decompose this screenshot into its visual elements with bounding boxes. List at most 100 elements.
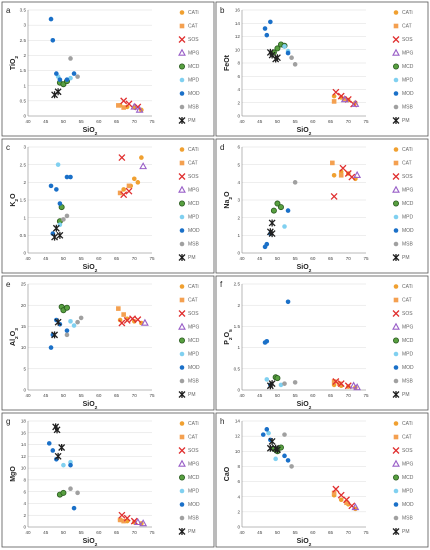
data-point (277, 204, 284, 211)
series-cat (116, 103, 126, 110)
data-point (121, 105, 126, 110)
legend-label-cati: CATi (402, 421, 413, 427)
legend-marker-cat (393, 297, 399, 303)
data-point (75, 319, 80, 325)
legend-label-mod: MOD (402, 502, 414, 508)
data-point (338, 497, 344, 503)
legend-marker-msb (179, 515, 185, 521)
y-tick-label: 0 (237, 251, 240, 256)
data-point (285, 50, 291, 56)
legend-marker-mpg (392, 322, 400, 330)
x-tick-label: 55 (293, 530, 299, 535)
series-msb (68, 56, 80, 79)
data-point (57, 77, 63, 82)
data-point (285, 458, 291, 463)
legend-marker-msb (179, 378, 185, 384)
y-axis-label: Na2O (224, 191, 234, 209)
legend-marker-mpd (179, 214, 185, 220)
legend-label-cat: CAT (402, 435, 412, 441)
legend-marker-mpd (393, 488, 399, 494)
x-tick-label: 60 (96, 530, 102, 535)
x-tick-label: 40 (25, 256, 31, 261)
data-point (289, 464, 294, 469)
y-axis-label: P2O5 (224, 329, 234, 345)
legend-label-mpd: MPD (402, 489, 414, 495)
y-tick-label: 2 (23, 180, 26, 185)
chart-panel-d: d40 45 50 55 60 65 70 750123456SiO2Na2OCATiCATS… (215, 138, 429, 274)
series-mpg (133, 517, 148, 527)
data-point (46, 441, 52, 446)
data-point (343, 496, 350, 504)
y-tick-label: 4 (237, 494, 240, 499)
legend-label-mcd: MCD (188, 201, 200, 207)
x-axis-label: SiO2 (83, 264, 98, 274)
series-pm (266, 437, 281, 454)
data-point (125, 187, 133, 195)
legend-marker-sos (392, 173, 400, 180)
panel-letter: g (6, 417, 10, 426)
legend-label-pm: PM (402, 118, 410, 124)
data-point (117, 190, 123, 196)
chart-panel-f: f 40 45 50 55 60 65 70 75 0 0.5 1 1.5 2 2.5 SiO2 P2O5 CAT… (215, 275, 429, 411)
data-point (130, 102, 139, 110)
legend-label-msb: MSB (402, 242, 414, 248)
y-tick-label: 1 (23, 215, 26, 220)
legend-label-mod: MOD (188, 91, 200, 97)
data-point (54, 88, 62, 96)
data-point (121, 312, 126, 317)
data-point (48, 345, 54, 350)
data-point (274, 375, 281, 382)
data-point (64, 77, 70, 82)
legend-marker-sos (392, 36, 400, 43)
chart-panel-c: c 40 45 50 55 60 65 70 75 0 0.5 1 1.5 2 2.5 3 SiO2 K2O CAT… (1, 138, 215, 274)
legend-label-cat: CAT (188, 161, 198, 167)
series-cat (117, 517, 126, 524)
x-tick-label: 45 (257, 119, 263, 124)
y-tick-label: 16 (21, 430, 27, 435)
y-tick-label: 0 (23, 114, 26, 119)
x-tick-label: 65 (328, 530, 334, 535)
series-cat (331, 96, 348, 104)
data-point (61, 462, 66, 468)
y-tick-label: 1 (237, 233, 240, 238)
legend-marker-mpd (393, 351, 399, 357)
y-tick-label: 4 (23, 501, 26, 506)
data-point (50, 37, 56, 43)
x-axis-label: SiO2 (297, 127, 312, 137)
series-cat (331, 379, 342, 386)
series-mpg (349, 381, 362, 391)
series-mpd (68, 319, 77, 328)
legend-marker-mpd (393, 214, 399, 220)
series-mpg (139, 162, 148, 170)
y-axis-label: TiO2 (10, 56, 20, 71)
y-tick-label: 5 (23, 366, 26, 371)
legend-label-cati: CATi (402, 284, 413, 290)
data-point (273, 456, 278, 462)
legend-marker-mcd (178, 200, 185, 207)
legend-label-mpg: MPG (402, 462, 414, 468)
panel-frame (1, 1, 215, 137)
x-tick-label: 50 (61, 256, 67, 261)
legend-label-mcd: MCD (188, 338, 200, 344)
data-point (116, 103, 121, 108)
data-point (277, 444, 284, 451)
series-pm (266, 48, 281, 63)
data-point (55, 162, 61, 167)
data-point (282, 381, 287, 386)
x-tick-label: 75 (363, 256, 369, 261)
y-tick-label: 10 (235, 47, 241, 52)
legend-label-pm: PM (402, 255, 410, 261)
y-tick-label: 0 (23, 251, 26, 256)
data-point (54, 71, 59, 76)
data-point (117, 517, 123, 523)
legend-label-mcd: MCD (188, 64, 200, 70)
panel-letter: f (220, 280, 223, 289)
y-tick-label: 2 (237, 215, 240, 220)
data-point (48, 183, 54, 189)
data-point (68, 319, 73, 324)
legend-marker-sos (178, 447, 186, 454)
y-tick-label: 2 (237, 303, 240, 308)
legend-marker-mcd (392, 337, 399, 344)
legend-label-msb: MSB (402, 379, 414, 385)
chart-panel-h: h40 45 50 55 60 65 70 7502468101214SiO2CaOCATiC… (215, 412, 429, 548)
